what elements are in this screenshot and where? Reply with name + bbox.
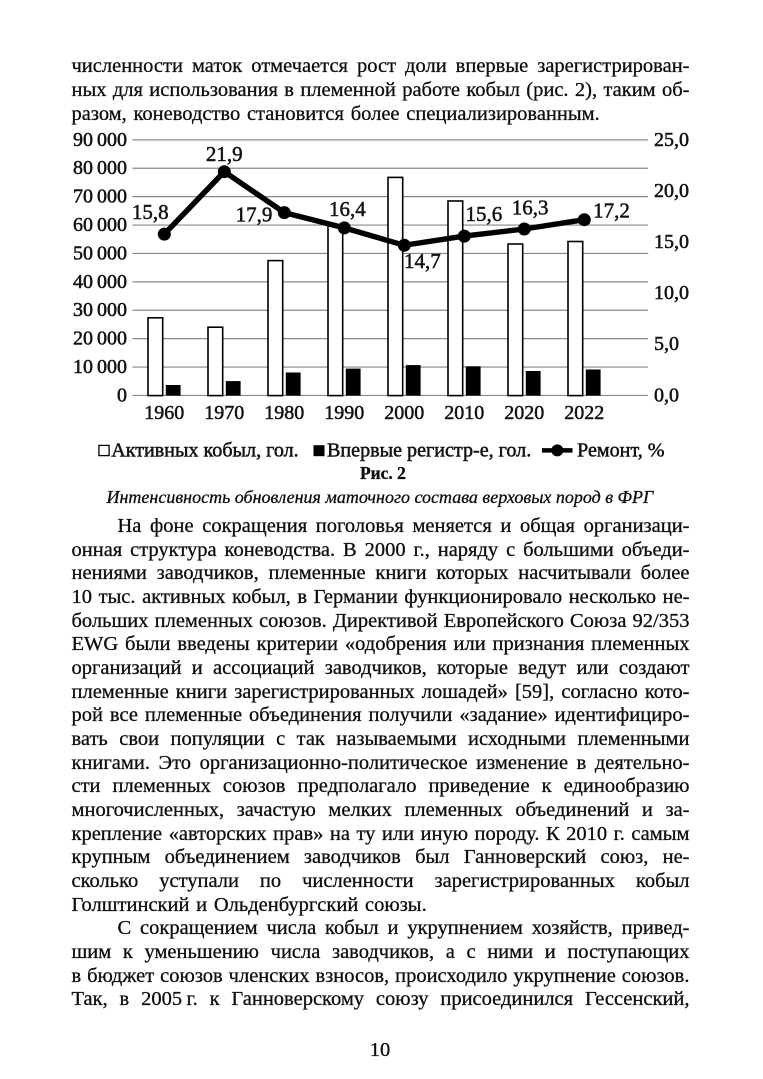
svg-text:1970: 1970 [204,402,244,424]
svg-text:17,2: 17,2 [593,199,630,223]
svg-text:1960: 1960 [144,402,184,424]
svg-text:30 000: 30 000 [73,299,127,321]
svg-text:16,4: 16,4 [329,197,366,221]
svg-text:20,0: 20,0 [654,180,689,202]
svg-text:17,9: 17,9 [236,202,273,226]
svg-text:2022: 2022 [564,402,604,424]
svg-text:10 000: 10 000 [73,356,127,378]
svg-text:20 000: 20 000 [73,328,127,350]
svg-text:1980: 1980 [264,402,304,424]
svg-text:50 000: 50 000 [73,242,127,264]
svg-text:2000: 2000 [384,402,424,424]
svg-text:15,8: 15,8 [132,200,169,224]
svg-text:15,0: 15,0 [654,231,689,253]
svg-text:5,0: 5,0 [654,333,679,355]
svg-text:80 000: 80 000 [73,157,127,179]
svg-text:25,0: 25,0 [654,129,689,151]
svg-text:10,0: 10,0 [654,282,689,304]
svg-text:16,3: 16,3 [512,196,549,220]
svg-text:Активных кобыл, гол.: Активных кобыл, гол. [111,440,299,462]
svg-text:70 000: 70 000 [73,186,127,208]
svg-text:1990: 1990 [324,402,364,424]
svg-text:90 000: 90 000 [73,129,127,151]
svg-text:15,6: 15,6 [466,202,503,226]
svg-text:0: 0 [117,384,127,406]
svg-text:14,7: 14,7 [404,249,441,273]
svg-text:Ремонт, %: Ремонт, % [577,440,665,462]
svg-text:21,9: 21,9 [206,142,243,166]
svg-text:60 000: 60 000 [73,214,127,236]
svg-text:Впервые регистр-е, гол.: Впервые регистр-е, гол. [327,440,531,462]
svg-text:0,0: 0,0 [654,384,679,406]
svg-text:2020: 2020 [504,402,544,424]
svg-text:40 000: 40 000 [73,271,127,293]
svg-text:2010: 2010 [444,402,484,424]
